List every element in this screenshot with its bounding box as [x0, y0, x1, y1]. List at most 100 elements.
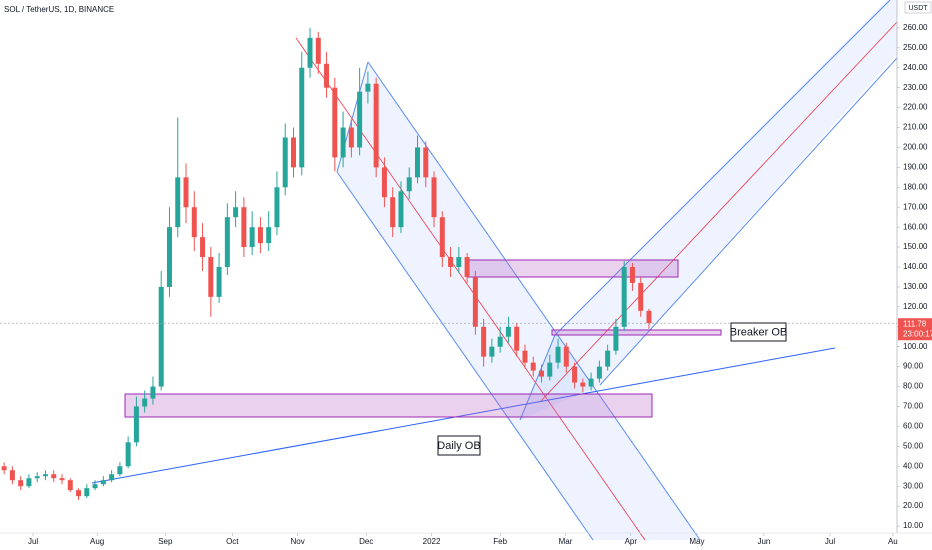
candle-body [497, 336, 503, 347]
annotation: Daily OB [437, 440, 480, 452]
x-tick-label: Jun [757, 537, 770, 546]
candle-body [348, 127, 354, 148]
candle-body [233, 207, 239, 218]
candle-body [315, 37, 321, 64]
y-tick-label: 60.00 [903, 422, 924, 431]
x-tick-label: May [689, 537, 704, 546]
candle-body [42, 474, 48, 477]
candle-body [613, 326, 619, 351]
x-tick-label: Aug [90, 537, 104, 546]
annotation: Breaker OB [730, 326, 787, 338]
candle-body [175, 177, 181, 228]
y-tick-label: 220.00 [903, 103, 928, 112]
down-channel-fill [337, 62, 700, 540]
candle-body [208, 257, 214, 297]
y-tick-label: 150.00 [903, 242, 928, 251]
candle-body [150, 386, 156, 399]
candle-body [390, 197, 396, 228]
candle-body [357, 91, 363, 148]
y-tick-label: 230.00 [903, 83, 928, 92]
y-tick-label: 260.00 [903, 23, 928, 32]
candle-body [638, 282, 644, 311]
candle-body [109, 474, 115, 481]
candle-body [299, 67, 305, 168]
x-tick-label: Jul [825, 537, 835, 546]
candle-body [373, 83, 379, 168]
candle-body [522, 350, 528, 363]
x-tick-label: Oct [226, 537, 239, 546]
chart-title: SOL / TetherUS, 1D, BINANCE [4, 5, 114, 14]
countdown: 23:00:17 [903, 329, 932, 338]
y-tick-label: 10.00 [903, 521, 924, 530]
candles [1, 27, 652, 501]
x-tick-label: Sep [158, 537, 173, 546]
candle-body [563, 346, 569, 367]
candle-body [142, 398, 148, 407]
y-tick-label: 160.00 [903, 222, 928, 231]
candle-body [9, 470, 15, 481]
candle-body [530, 362, 536, 371]
y-tick-label: 40.00 [903, 461, 924, 470]
candle-body [464, 257, 470, 277]
channel-line [554, 0, 891, 336]
candle-body [249, 227, 255, 248]
y-tick-label: 20.00 [903, 501, 924, 510]
candle-body [67, 480, 73, 491]
candle-body [307, 37, 313, 68]
candle-body [26, 478, 32, 487]
candle-body [381, 167, 387, 198]
candle-body [547, 362, 553, 377]
y-tick-label: 90.00 [903, 362, 924, 371]
annotation-box [730, 322, 787, 342]
x-tick-label: Mar [559, 537, 573, 546]
candle-body [324, 63, 330, 88]
x-tick-label: Nov [291, 537, 305, 546]
candle-body [191, 207, 197, 238]
x-tick-label: Au [888, 537, 898, 546]
channel-median [539, 21, 898, 403]
y-tick-label: 130.00 [903, 282, 928, 291]
x-tick-label: Jul [28, 537, 38, 546]
candle-body [340, 127, 346, 158]
candle-body [125, 442, 131, 467]
y-tick-label: 80.00 [903, 382, 924, 391]
currency: USDT [908, 5, 928, 12]
candle-body [456, 257, 462, 267]
candle-body [158, 286, 164, 387]
candle-body [489, 346, 495, 357]
candle-body [439, 217, 445, 258]
candle-body [605, 350, 611, 367]
candle-body [332, 87, 338, 158]
price-axis [897, 0, 932, 550]
x-tick-label: Dec [359, 537, 373, 546]
order-block-box [466, 259, 679, 278]
y-tick-label: 30.00 [903, 481, 924, 490]
y-tick-label: 180.00 [903, 182, 928, 191]
candle-body [290, 137, 296, 168]
candle-body [241, 207, 247, 248]
y-tick-label: 190.00 [903, 162, 928, 171]
candle-body [200, 237, 206, 258]
candle-body [505, 326, 511, 337]
candle-body [224, 217, 230, 267]
breaker-ob-box [551, 329, 722, 336]
candle-body [514, 326, 520, 351]
price-tag [898, 318, 932, 341]
y-tick-label: 210.00 [903, 123, 928, 132]
candle-body [257, 227, 263, 244]
candle-body [481, 326, 487, 357]
candle-body [431, 177, 437, 218]
candle-body [555, 346, 561, 363]
candle-body [183, 177, 189, 208]
candle-body [448, 257, 454, 267]
candle-body [572, 366, 578, 383]
candle-body [423, 147, 429, 178]
y-tick-label: 200.00 [903, 143, 928, 152]
x-tick-label: Apr [625, 537, 638, 546]
channel-line [336, 171, 594, 541]
candle-body [596, 366, 602, 379]
candle-body [1, 466, 7, 471]
trendline [91, 347, 836, 484]
candle-body [282, 137, 288, 188]
